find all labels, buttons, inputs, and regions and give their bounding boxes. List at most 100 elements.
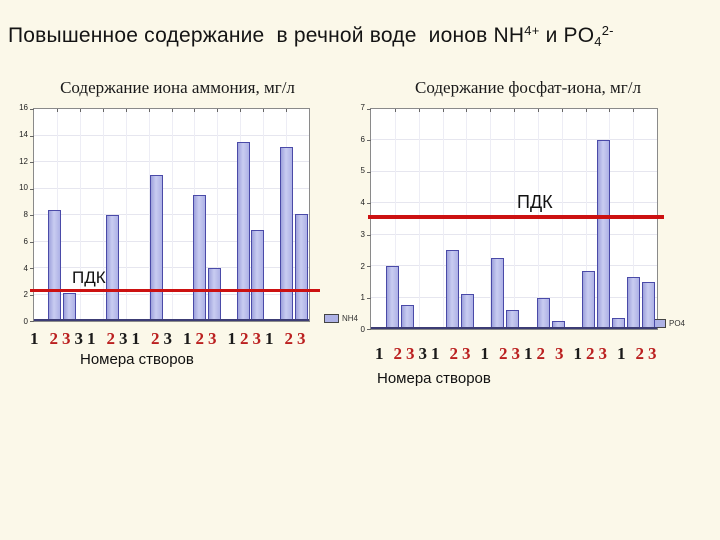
gridline-v [56, 109, 58, 321]
gridline-h [371, 139, 657, 141]
chart-title-phosphate: Содержание фосфат-иона, мг/л [415, 78, 641, 97]
x-axis-tick [633, 109, 635, 112]
x-tick-label: 3 [462, 344, 471, 363]
x-tick-label: 3 [297, 329, 306, 348]
y-axis-label: 10 [19, 183, 28, 193]
x-axis-tick [194, 109, 196, 112]
y-axis-tick [30, 294, 34, 296]
bar [236, 142, 250, 321]
x-axis-tick [394, 109, 396, 112]
x-axis-tick [125, 109, 127, 112]
y-axis-tick [367, 171, 371, 173]
pdk-label-phosphate: ПДК [517, 192, 553, 212]
gridline-v [442, 109, 444, 329]
y-axis-label: 5 [360, 166, 365, 176]
bar [386, 266, 400, 329]
x-tick-label: 3 [511, 344, 521, 363]
gridline-v [609, 109, 611, 329]
x-tick-label: 1 [30, 329, 39, 348]
x-tick-label: 2 [586, 344, 595, 363]
y-axis-label: 7 [360, 103, 365, 112]
gridline-h [34, 187, 309, 189]
y-axis-label: 6 [360, 134, 365, 144]
y-axis-ammonium: 0 2 4 6 8 10 12 14 16 [2, 103, 31, 326]
x-axis-tick [286, 109, 288, 112]
x-tick-label: 2 [635, 344, 645, 363]
legend-phosphate: PO4 [651, 319, 685, 328]
y-axis-tick [367, 140, 371, 142]
x-tick-label: 1 [227, 329, 237, 348]
gridline-h [34, 240, 309, 242]
x-axis-tick [171, 109, 173, 112]
bar [626, 277, 640, 329]
x-axis-tick [263, 109, 265, 112]
x-axis-tick [56, 109, 58, 112]
gridline-v [102, 109, 104, 321]
bar [207, 268, 221, 321]
y-axis-tick [367, 234, 371, 236]
x-tick-group: 1 [30, 329, 43, 348]
x-tick-label: 1 [573, 344, 583, 363]
bar [294, 213, 308, 321]
x-tick-label: 1 [524, 344, 533, 363]
x-axis-tick [217, 109, 219, 112]
y-axis-tick [30, 135, 34, 137]
bar [536, 297, 550, 329]
gridline-h [34, 161, 309, 162]
y-axis-label: 14 [19, 129, 28, 139]
gridline-v [585, 109, 587, 329]
bar [149, 175, 163, 321]
y-axis-tick [30, 321, 34, 322]
x-tick-label: 3 [62, 329, 71, 348]
y-axis-label: 0 [23, 317, 28, 326]
x-axis-tick [240, 109, 242, 112]
bar [551, 321, 565, 329]
slide-title-text: Повышенное содержание в речной воде ионо… [8, 24, 525, 47]
y-axis-label: 4 [23, 263, 28, 273]
x-tick-label: 2 [49, 329, 59, 348]
x-tick-label: 3 [119, 329, 128, 348]
bar [371, 327, 384, 329]
y-axis-tick [30, 109, 34, 110]
slide-title-text-mid: и PO [539, 24, 595, 47]
x-tick-label: 3 [555, 344, 564, 363]
x-tick-label: 1 [87, 329, 96, 348]
x-tick-label: 2 [393, 344, 403, 363]
x-axis-tick [514, 109, 515, 112]
gridline-v [148, 109, 150, 321]
x-axis-tick [537, 109, 539, 112]
gridline-v [633, 109, 635, 329]
gridline-v [466, 109, 468, 329]
gridline-v [79, 109, 81, 321]
x-axis-tick [102, 109, 104, 112]
gridline-h [371, 170, 657, 172]
pdk-line-ammonium [30, 288, 320, 292]
bar [461, 294, 475, 329]
bar [446, 250, 460, 329]
legend-swatch-icon [324, 314, 339, 323]
x-tick-group: 1 [375, 344, 388, 363]
gridline-v [561, 109, 563, 329]
x-tick-label: 2 [195, 329, 205, 348]
x-axis-tick [490, 109, 492, 112]
gridline-v [240, 109, 242, 321]
x-axis-caption-phosphate: Номера створов [377, 370, 491, 387]
x-tick-group: 1 [617, 344, 630, 363]
x-axis-caption-ammonium: Номера створов [80, 351, 194, 368]
x-tick-label: 3 [74, 329, 84, 348]
x-tick-label: 1 [431, 344, 440, 363]
x-tick-label: 3 [406, 344, 415, 363]
bar [193, 195, 207, 321]
y-axis-tick [30, 215, 34, 216]
gridline-h [371, 296, 657, 298]
gridline-h [34, 214, 309, 215]
y-axis-label: 2 [360, 261, 365, 271]
y-axis-label: 1 [360, 293, 365, 303]
x-axis-tick [418, 109, 420, 112]
